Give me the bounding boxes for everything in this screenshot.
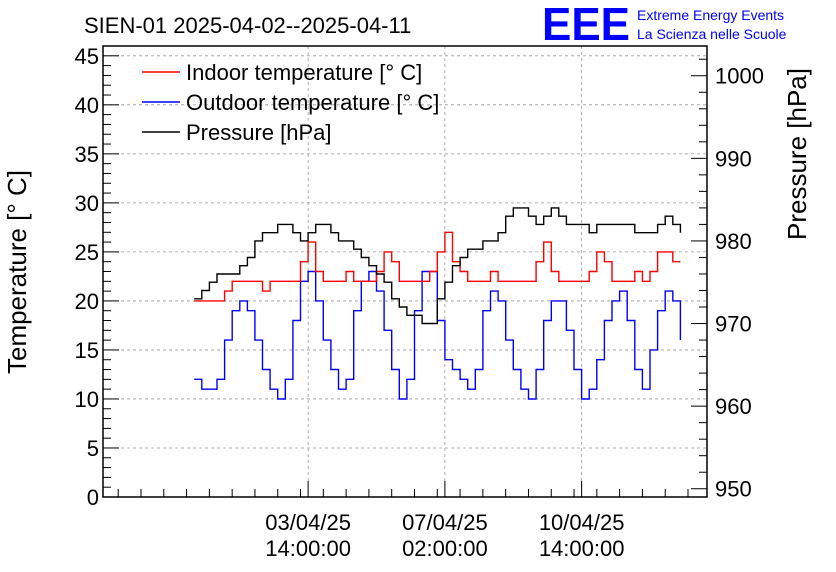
x-tick-label-date: 10/04/25 (539, 510, 625, 535)
y-tick-label-right: 970 (715, 312, 752, 337)
y-tick-label-left: 10 (75, 387, 99, 412)
y-tick-label-right: 960 (715, 394, 752, 419)
y-tick-label-left: 15 (75, 338, 99, 363)
y-tick-label-right: 950 (715, 477, 752, 502)
legend-label-indoor: Indoor temperature [° C] (186, 60, 422, 85)
left-axis: 0 5 10 15 20 25 30 35 40 45 (75, 44, 119, 510)
series-pressure (194, 207, 682, 325)
legend-label-pressure: Pressure [hPa] (186, 120, 332, 145)
x-tick-label-date: 03/04/25 (265, 510, 351, 535)
y-tick-label-right: 980 (715, 229, 752, 254)
series-indoor-temperature (194, 231, 681, 302)
y-axis-label-right: Pressure [hPa] (782, 68, 812, 240)
logo: EEE Extreme Energy Events La Scienza nel… (542, 0, 787, 50)
y-tick-label-left: 25 (75, 240, 99, 265)
y-tick-label-right: 1000 (715, 64, 764, 89)
logo-line2: La Scienza nelle Scuole (637, 26, 787, 42)
x-axis: 03/04/2514:00:0007/04/2502:00:0010/04/25… (117, 481, 689, 561)
series-outdoor-temperature (194, 270, 682, 400)
x-tick-label-time: 02:00:00 (402, 536, 488, 561)
y-tick-label-left: 20 (75, 289, 99, 314)
legend: Indoor temperature [° C] Outdoor tempera… (142, 60, 439, 145)
logo-mark: EEE (542, 0, 630, 50)
y-tick-label-left: 35 (75, 142, 99, 167)
x-tick-label-date: 07/04/25 (402, 510, 488, 535)
y-tick-label-right: 990 (715, 146, 752, 171)
series-layer (194, 207, 682, 400)
y-tick-label-left: 5 (87, 436, 99, 461)
y-tick-label-left: 0 (87, 485, 99, 510)
x-tick-label-time: 14:00:00 (265, 536, 351, 561)
x-tick-label-time: 14:00:00 (539, 536, 625, 561)
y-tick-label-left: 30 (75, 191, 99, 216)
right-axis: 950 960 970 980 990 1000 (691, 58, 764, 502)
y-tick-label-left: 45 (75, 44, 99, 69)
logo-line1: Extreme Energy Events (637, 7, 784, 23)
y-axis-label-left: Temperature [° C] (2, 170, 32, 374)
legend-label-outdoor: Outdoor temperature [° C] (186, 90, 439, 115)
chart-title: SIEN-01 2025-04-02--2025-04-11 (84, 13, 411, 38)
y-tick-label-left: 40 (75, 93, 99, 118)
